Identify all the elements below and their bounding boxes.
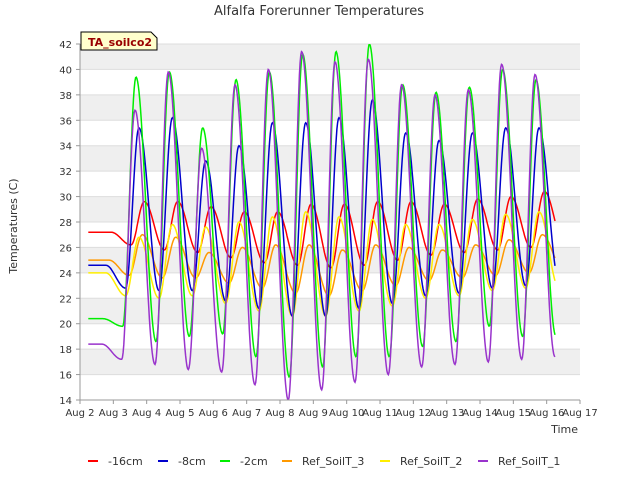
x-tick-label: Aug 2 — [65, 408, 94, 419]
plot-band — [80, 298, 580, 324]
x-tick-label: Aug 17 — [562, 408, 597, 419]
x-tick-label: Aug 5 — [165, 408, 194, 419]
y-axis-label: Temperatures (C) — [7, 178, 20, 274]
x-tick-label: Aug 7 — [232, 408, 261, 419]
x-tick-label: Aug 10 — [329, 408, 364, 419]
y-tick-label: 30 — [59, 193, 72, 204]
plot-band — [80, 349, 580, 375]
y-tick-label: 18 — [59, 345, 72, 356]
x-tick-label: Aug 14 — [462, 408, 497, 419]
y-tick-label: 42 — [59, 40, 72, 51]
site-label-box: TA_soilco2 — [80, 31, 158, 51]
chart-title: Alfalfa Forerunner Temperatures — [214, 4, 424, 19]
y-tick-label: 38 — [59, 91, 72, 102]
y-tick-label: 36 — [59, 116, 72, 127]
legend: -16cm -8cm -2cm Ref_SoilT_3 Ref_SoilT_2 Ref_S… — [88, 455, 560, 468]
y-tick-label: 22 — [59, 294, 72, 305]
x-tick-label: Aug 12 — [396, 408, 431, 419]
y-tick-label: 34 — [59, 142, 72, 153]
x-axis-label: Time — [550, 423, 578, 436]
series-line-ref-soilt-2 — [88, 210, 556, 317]
y-tick-label: 28 — [59, 218, 72, 229]
y-tick-label: 26 — [59, 243, 72, 254]
legend-label: Ref_SoilT_2 — [400, 455, 462, 468]
x-tick-label: Aug 4 — [132, 408, 161, 419]
x-tick-label: Aug 16 — [529, 408, 564, 419]
legend-label: -2cm — [240, 455, 268, 468]
plot-band — [80, 44, 580, 70]
legend-label: -8cm — [178, 455, 206, 468]
x-tick-label: Aug 15 — [496, 408, 531, 419]
y-tick-label: 24 — [59, 269, 72, 280]
x-tick-label: Aug 11 — [362, 408, 397, 419]
y-tick-label: 20 — [59, 320, 72, 331]
series-lines — [88, 44, 556, 400]
plot-band — [80, 94, 580, 121]
series-line-2cm — [88, 44, 556, 379]
site-label: TA_soilco2 — [88, 36, 152, 49]
legend-label: Ref_SoilT_3 — [302, 455, 364, 468]
x-tick-label: Aug 13 — [429, 408, 464, 419]
series-line-8cm — [88, 98, 556, 317]
x-axis-ticks: Aug 2 Aug 3 Aug 4 Aug 5 Aug 6 Aug 7 Aug 8 Aug 9… — [65, 399, 598, 419]
x-tick-label: Aug 3 — [99, 408, 128, 419]
series-line-ref-soilt-1 — [88, 50, 556, 400]
y-tick-label: 16 — [59, 371, 72, 382]
y-tick-label: 32 — [59, 167, 72, 178]
legend-label: -16cm — [108, 455, 143, 468]
y-axis-ticks: 14 16 18 20 22 24 26 28 30 32 34 36 38 40 42 — [59, 40, 81, 407]
y-tick-label: 40 — [59, 65, 72, 76]
y-tick-label: 14 — [59, 396, 72, 407]
x-tick-label: Aug 8 — [265, 408, 294, 419]
legend-label: Ref_SoilT_1 — [498, 455, 560, 468]
x-tick-label: Aug 9 — [299, 408, 328, 419]
x-tick-label: Aug 6 — [199, 408, 228, 419]
series-line-ref-soilt-3 — [88, 233, 556, 297]
